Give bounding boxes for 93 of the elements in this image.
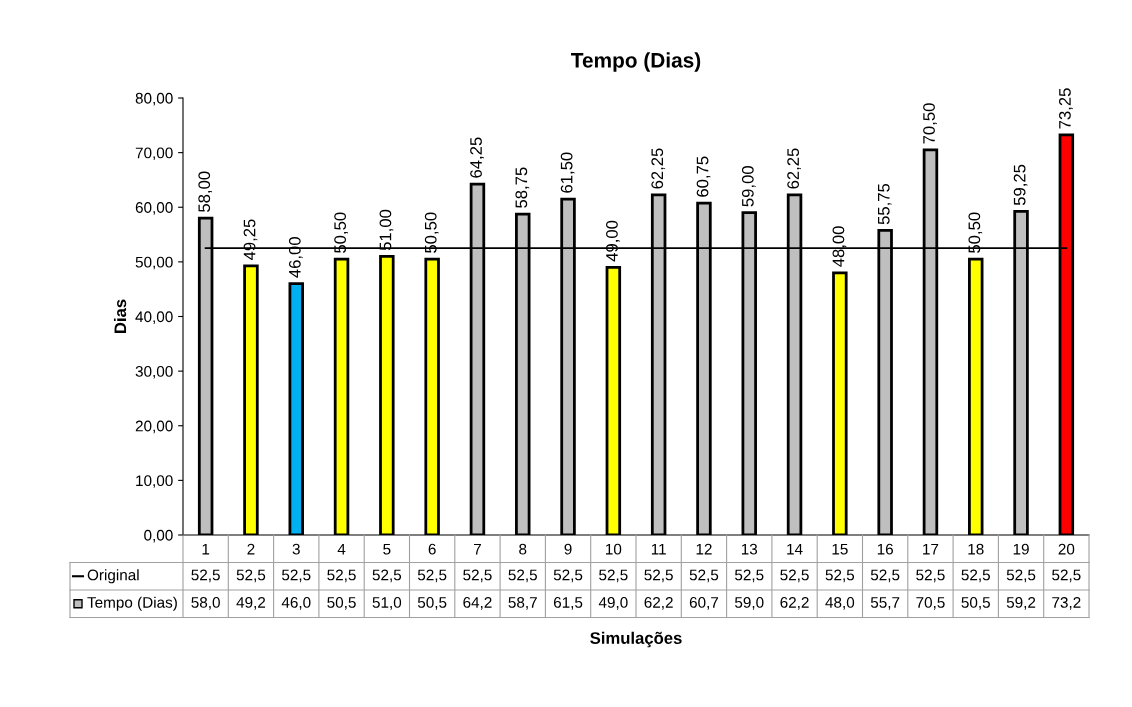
y-tick-label: 40,00 (135, 311, 173, 324)
x-tick-label: 15 (832, 543, 848, 555)
text: 50,5 (327, 597, 356, 610)
data-label: 50,50 (424, 212, 439, 253)
chart-title: Tempo (Dias) (571, 52, 701, 72)
data-label: 52,5 (916, 569, 945, 583)
x-tick-label: 11 (651, 543, 666, 555)
data-label: 58,75 (515, 167, 530, 208)
text: 59,2 (1006, 597, 1036, 610)
text: 59,0 (735, 597, 764, 610)
y-tick-label: 50,00 (135, 256, 173, 270)
x-tick-label: 14 (787, 543, 803, 555)
data-label: 58,00 (198, 171, 213, 212)
data-label: 59,00 (741, 166, 756, 207)
y-tick-label: 70,00 (135, 147, 173, 161)
data-label: 52,5 (870, 569, 900, 583)
text: 70,5 (916, 597, 945, 610)
data-label: 52,5 (644, 569, 673, 583)
x-tick-label: 18 (968, 543, 984, 555)
data-label: 59,25 (1013, 164, 1028, 206)
text: 62,2 (780, 597, 809, 610)
data-label: 62,25 (787, 148, 801, 189)
x-tick-label: 17 (923, 543, 939, 555)
data-label: 52,5 (825, 569, 855, 583)
data-label: 52,5 (599, 569, 628, 583)
data-label: 52,5 (961, 569, 990, 583)
data-label: 52,5 (1052, 569, 1081, 583)
data-label: 64,25 (470, 137, 484, 178)
text: 46,0 (281, 597, 311, 610)
data-label: 52,5 (236, 569, 266, 583)
text: 58,7 (508, 597, 537, 610)
y-tick-label: 0,00 (144, 529, 173, 543)
text: 73,2 (1052, 597, 1081, 610)
data-label: 48,00 (832, 226, 847, 267)
x-tick-label: 8 (519, 543, 527, 555)
x-tick-label: 3 (292, 543, 300, 555)
x-tick-label: 6 (428, 543, 436, 555)
y-tick-label: 80,00 (135, 92, 173, 106)
legend-label: Original (87, 569, 139, 584)
data-label: 50,50 (334, 212, 348, 253)
text: 49,2 (236, 597, 266, 610)
data-label: 73,25 (1059, 88, 1073, 129)
text: 51,0 (372, 597, 402, 610)
data-label: 52,5 (417, 569, 447, 583)
data-label: 55,75 (877, 183, 892, 225)
x-tick-label: 19 (1013, 543, 1029, 555)
x-tick-label: 20 (1058, 543, 1075, 555)
data-label: 46,00 (288, 237, 303, 278)
text: 64,2 (463, 597, 492, 610)
data-label: 52,5 (1006, 569, 1036, 583)
x-tick-label: 9 (564, 543, 572, 555)
x-tick-label: 1 (202, 543, 210, 555)
data-label: 52,5 (372, 569, 402, 583)
data-label: 60,75 (696, 156, 711, 197)
text: 62,2 (644, 597, 673, 610)
x-tick-label: 16 (877, 543, 893, 555)
text: 48,0 (825, 597, 855, 610)
legend-label: Tempo (Dias) (87, 596, 177, 611)
data-label: 62,25 (651, 148, 666, 189)
y-tick-label: 10,00 (136, 475, 173, 488)
data-label: 52,5 (689, 569, 719, 583)
x-tick-label: 7 (473, 543, 481, 555)
x-tick-label: 13 (741, 543, 758, 555)
data-label: 49,00 (606, 220, 620, 262)
data-label: 52,5 (735, 569, 764, 583)
text: 55,7 (870, 597, 900, 610)
data-label: 52,5 (191, 569, 220, 583)
x-axis-title: Simulações (590, 631, 682, 648)
y-tick-label: 20,00 (135, 420, 173, 434)
data-label: 52,5 (508, 569, 537, 583)
data-label: 70,50 (923, 103, 937, 144)
x-tick-label: 10 (606, 543, 622, 555)
x-tick-label: 12 (696, 543, 712, 555)
y-axis-title: Dias (113, 299, 127, 333)
x-tick-label: 5 (383, 543, 391, 555)
data-label: 52,5 (327, 569, 356, 583)
data-label: 52,5 (282, 569, 311, 583)
data-label: 61,50 (560, 152, 575, 193)
y-tick-label: 60,00 (135, 202, 173, 215)
data-label: 52,5 (553, 569, 583, 583)
text: 60,7 (689, 597, 719, 610)
text: 61,5 (553, 597, 583, 610)
data-label: 52,5 (780, 569, 809, 583)
x-tick-label: 4 (337, 543, 346, 555)
data-label: 50,50 (968, 212, 983, 253)
text: 49,0 (598, 597, 628, 610)
data-label: 49,25 (243, 219, 258, 261)
text: 50,5 (417, 597, 447, 610)
data-label: 52,5 (463, 569, 492, 583)
text: 50,5 (961, 597, 990, 610)
text: 58,0 (191, 597, 220, 610)
x-tick-label: 2 (247, 543, 255, 555)
y-tick-label: 30,00 (135, 365, 173, 379)
